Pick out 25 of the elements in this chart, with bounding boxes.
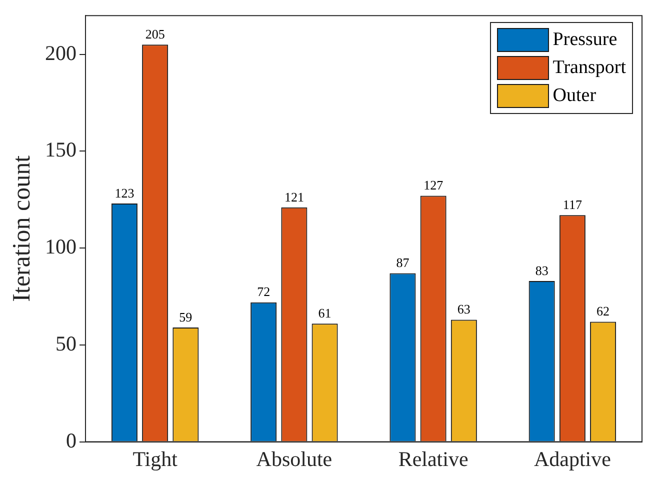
data-label: 61 <box>318 306 332 321</box>
y-tick-label: 200 <box>45 40 76 65</box>
data-label: 205 <box>145 26 165 42</box>
data-label: 59 <box>179 309 192 324</box>
y-tick-label: 50 <box>56 331 76 356</box>
data-label: 121 <box>284 189 304 204</box>
legend-label: Outer <box>552 85 596 107</box>
y-axis-title: Iteration count <box>8 155 36 302</box>
data-label: 72 <box>257 284 270 300</box>
data-label: 123 <box>114 185 134 200</box>
y-tick-label: 150 <box>45 138 76 162</box>
legend-label: Transport <box>552 57 626 79</box>
x-tick-label: Absolute <box>256 446 332 471</box>
data-label: 63 <box>457 302 470 317</box>
data-label: 87 <box>396 255 410 270</box>
data-label: 127 <box>424 178 444 193</box>
data-label: 83 <box>535 262 548 278</box>
x-tick-label: Tight <box>132 446 178 471</box>
x-tick-label: Relative <box>398 446 468 471</box>
x-tick-label: Adaptive <box>534 446 611 471</box>
y-tick-label: 0 <box>66 428 76 452</box>
y-tick-label: 100 <box>45 234 76 259</box>
legend-label: Pressure <box>552 29 618 51</box>
data-label: 62 <box>596 304 610 319</box>
data-label: 117 <box>562 197 582 212</box>
